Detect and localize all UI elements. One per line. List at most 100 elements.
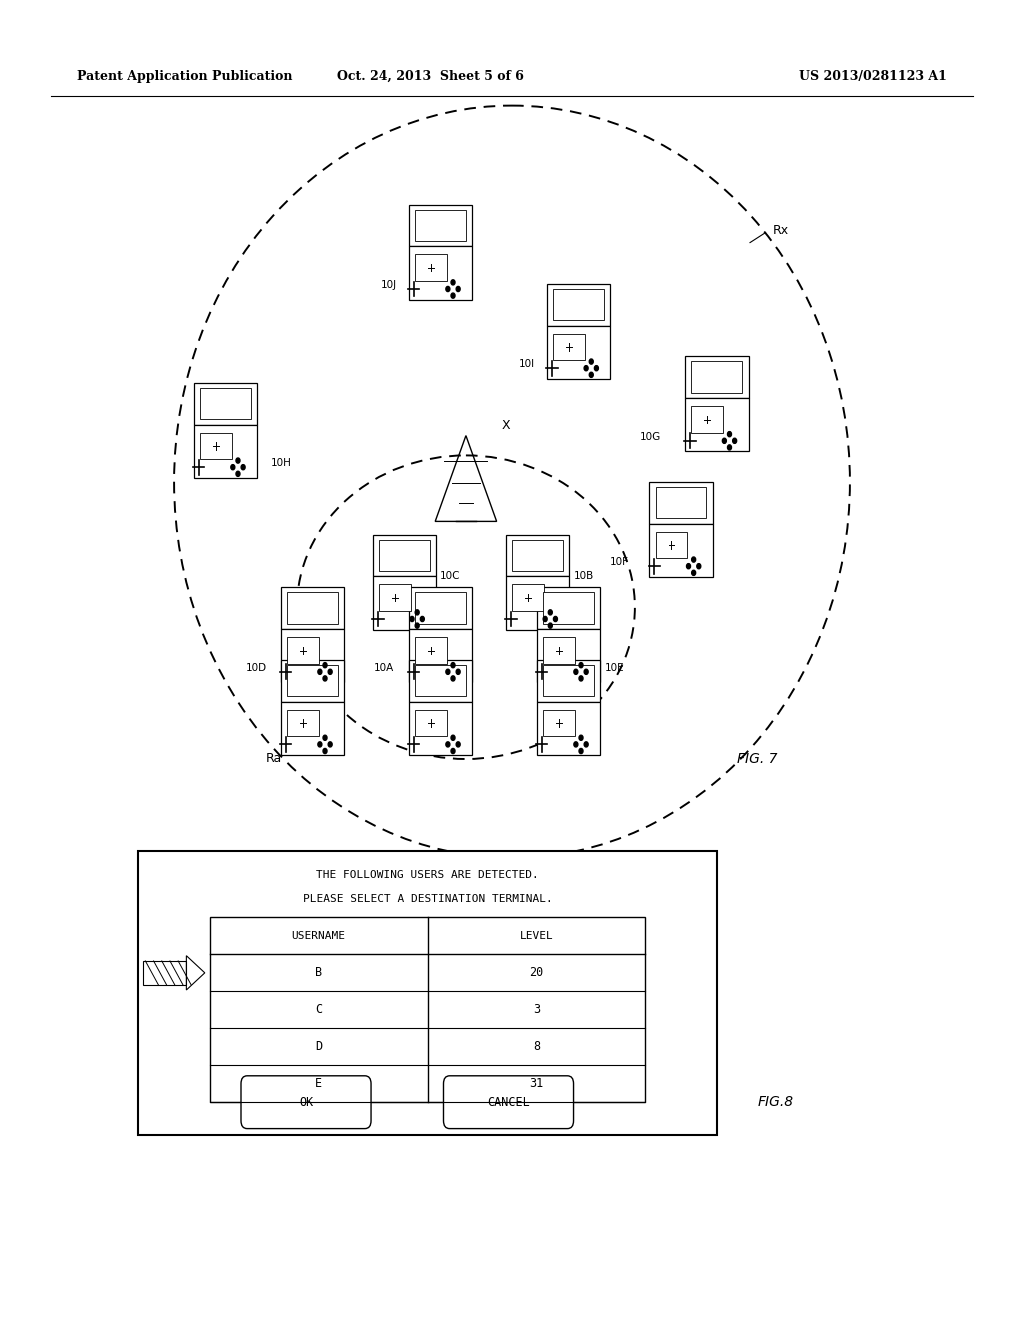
Bar (649, 524, 713, 577)
Circle shape (589, 359, 593, 364)
Bar (281, 660, 344, 702)
Circle shape (415, 623, 419, 628)
Text: 3: 3 (532, 1003, 540, 1016)
Text: E: E (315, 1077, 323, 1090)
Circle shape (236, 458, 240, 463)
Bar (415, 638, 446, 664)
Circle shape (579, 676, 583, 681)
Circle shape (328, 742, 332, 747)
Circle shape (415, 610, 419, 615)
Circle shape (456, 286, 460, 292)
Circle shape (323, 676, 327, 681)
Bar (415, 665, 466, 697)
Text: LEVEL: LEVEL (519, 931, 553, 941)
Circle shape (686, 564, 690, 569)
Circle shape (328, 669, 332, 675)
Bar (379, 540, 430, 572)
Bar (281, 702, 344, 755)
Text: US 2013/0281123 A1: US 2013/0281123 A1 (799, 70, 946, 83)
Circle shape (573, 742, 578, 747)
Bar (537, 630, 600, 682)
Circle shape (451, 735, 455, 741)
Bar (281, 587, 344, 630)
Text: C: C (315, 1003, 323, 1016)
Circle shape (445, 286, 450, 292)
Circle shape (584, 742, 588, 747)
Bar (287, 710, 318, 737)
Bar (691, 407, 723, 433)
Text: D: D (315, 1040, 323, 1053)
Bar (512, 585, 544, 611)
Text: USERNAME: USERNAME (292, 931, 346, 941)
Text: Ra: Ra (266, 752, 283, 766)
Text: Oct. 24, 2013  Sheet 5 of 6: Oct. 24, 2013 Sheet 5 of 6 (337, 70, 523, 83)
Bar (547, 326, 610, 379)
Text: 10J: 10J (381, 280, 397, 290)
Circle shape (584, 366, 588, 371)
Circle shape (451, 676, 455, 681)
Bar (415, 210, 466, 242)
Text: X: X (502, 418, 510, 432)
Bar (655, 532, 687, 558)
Circle shape (323, 748, 327, 754)
Circle shape (543, 616, 547, 622)
Text: 10C: 10C (440, 570, 461, 581)
Circle shape (691, 557, 695, 562)
Circle shape (456, 669, 460, 675)
Bar (506, 535, 569, 577)
Text: 10H: 10H (271, 458, 292, 469)
Text: FIG.8: FIG.8 (758, 1096, 794, 1109)
Circle shape (410, 616, 414, 622)
Bar (409, 630, 472, 682)
Bar (649, 482, 713, 524)
Circle shape (722, 438, 726, 444)
Circle shape (584, 669, 588, 675)
Circle shape (548, 623, 552, 628)
Circle shape (456, 742, 460, 747)
Text: Rx: Rx (773, 224, 790, 238)
Circle shape (317, 742, 322, 747)
Circle shape (732, 438, 736, 444)
Circle shape (573, 669, 578, 675)
Circle shape (445, 742, 450, 747)
FancyBboxPatch shape (241, 1076, 371, 1129)
Bar (543, 710, 574, 737)
Circle shape (236, 471, 240, 477)
Circle shape (451, 293, 455, 298)
Bar (537, 702, 600, 755)
Text: OK: OK (299, 1096, 313, 1109)
Bar (543, 665, 594, 697)
Circle shape (579, 735, 583, 741)
Bar (373, 535, 436, 577)
Text: THE FOLLOWING USERS ARE DETECTED.: THE FOLLOWING USERS ARE DETECTED. (316, 870, 539, 880)
Bar (200, 388, 251, 420)
Bar (512, 540, 563, 572)
Bar (287, 665, 338, 697)
Text: 8: 8 (532, 1040, 540, 1053)
Circle shape (420, 616, 424, 622)
Bar (553, 334, 585, 360)
Bar (553, 289, 604, 321)
Text: 10I: 10I (519, 359, 536, 370)
Circle shape (594, 366, 598, 371)
Text: B: B (315, 966, 323, 979)
Circle shape (696, 564, 700, 569)
Circle shape (579, 663, 583, 668)
Circle shape (727, 432, 731, 437)
Bar (409, 702, 472, 755)
Circle shape (323, 663, 327, 668)
Bar (138, 851, 717, 1135)
Circle shape (553, 616, 557, 622)
Bar (143, 961, 186, 985)
Bar (415, 593, 466, 624)
Text: 31: 31 (529, 1077, 544, 1090)
Circle shape (548, 610, 552, 615)
Circle shape (691, 570, 695, 576)
FancyBboxPatch shape (443, 1076, 573, 1129)
Bar (409, 587, 472, 630)
Bar (210, 917, 645, 1102)
Bar (543, 593, 594, 624)
Bar (691, 362, 742, 393)
Bar (409, 247, 472, 300)
Text: 10E: 10E (604, 663, 625, 673)
